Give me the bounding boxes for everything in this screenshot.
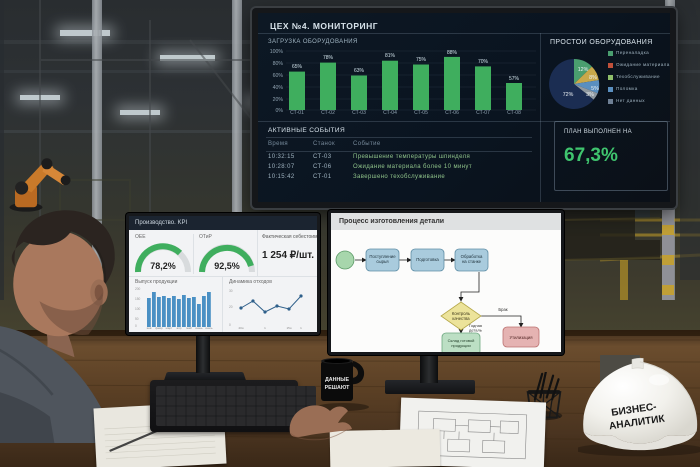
svg-text:июль: июль (205, 326, 213, 330)
svg-text:Утилизация: Утилизация (510, 335, 533, 340)
svg-text:15я: 15я (287, 326, 292, 330)
svg-text:СТ-06: СТ-06 (445, 110, 459, 115)
svg-text:65%: 65% (292, 64, 303, 70)
svg-text:СТ-07: СТ-07 (476, 110, 490, 115)
svg-text:63%: 63% (354, 68, 365, 74)
svg-text:СТ-02: СТ-02 (321, 110, 335, 115)
svg-text:1: 1 (264, 326, 266, 330)
svg-text:качества: качества (452, 316, 470, 321)
svg-text:72%: 72% (563, 92, 574, 98)
svg-text:20%: 20% (273, 97, 284, 103)
svg-text:92,5%: 92,5% (214, 261, 240, 271)
svg-text:0%: 0% (276, 108, 284, 114)
svg-text:3%: 3% (586, 92, 594, 98)
svg-text:20я: 20я (239, 326, 244, 330)
svg-text:Брак: Брак (498, 307, 507, 312)
svg-text:57%: 57% (509, 76, 520, 82)
svg-text:60%: 60% (273, 73, 284, 79)
svg-text:Подготовка: Подготовка (416, 257, 439, 262)
svg-text:СТ-01: СТ-01 (290, 110, 304, 115)
svg-text:1: 1 (300, 326, 302, 330)
svg-text:РЕШАЮТ: РЕШАЮТ (325, 385, 351, 391)
svg-text:8%: 8% (589, 75, 597, 81)
svg-text:30: 30 (229, 289, 233, 293)
svg-text:СТ-05: СТ-05 (414, 110, 428, 115)
svg-text:81%: 81% (385, 53, 396, 59)
svg-text:СТ-08: СТ-08 (507, 110, 521, 115)
svg-text:12%: 12% (578, 67, 589, 73)
svg-text:88%: 88% (447, 50, 458, 56)
svg-text:20: 20 (229, 305, 233, 309)
svg-text:июнь: июнь (195, 326, 203, 330)
svg-text:100%: 100% (270, 49, 284, 55)
svg-text:продукции: продукции (451, 343, 470, 348)
svg-text:78%: 78% (323, 55, 334, 61)
svg-text:сырья: сырья (376, 259, 389, 264)
svg-text:80%: 80% (273, 61, 284, 67)
svg-text:0: 0 (229, 323, 231, 327)
svg-text:СТ-04: СТ-04 (383, 110, 397, 115)
svg-text:70%: 70% (478, 59, 489, 65)
svg-text:75%: 75% (416, 57, 427, 63)
svg-text:деталь: деталь (469, 328, 482, 333)
svg-text:40%: 40% (273, 85, 284, 91)
svg-text:СТ-03: СТ-03 (352, 110, 366, 115)
svg-text:ДАННЫЕ: ДАННЫЕ (325, 377, 349, 383)
svg-text:на станке: на станке (462, 259, 482, 264)
